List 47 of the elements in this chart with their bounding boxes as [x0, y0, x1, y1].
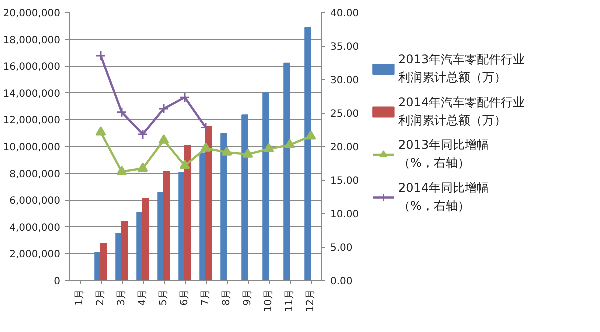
bar [262, 92, 270, 280]
legend-label: 2013年同比增幅（%，右轴） [398, 138, 490, 170]
bar [100, 243, 108, 280]
y-tick-label: 16,000,000 [3, 62, 61, 74]
x-tick-label: 5月 [158, 289, 170, 306]
bar [164, 171, 170, 280]
bar [242, 114, 248, 280]
x-tick-label: 7月 [200, 289, 212, 306]
x-tick-label: 1月 [74, 289, 86, 306]
y2-tick-label: 10.00 [330, 210, 360, 220]
y-tick-label: 2,000,000 [10, 250, 61, 261]
legend-label: 2014年同比增幅（%，右轴） [398, 180, 490, 213]
y-tick-label: 20,000,000 [3, 8, 61, 20]
x-tick-label: 6月 [180, 289, 190, 306]
bar [284, 62, 290, 280]
x-tick-label: 8月 [222, 289, 232, 306]
y2-tick-label: 35.00 [330, 42, 360, 53]
y-tick-label: 6,000,000 [10, 196, 61, 208]
y-tick-label: 10,000,000 [3, 142, 61, 154]
x-tick-label: 10月 [264, 289, 274, 312]
y2-tick-label: 5.00 [330, 243, 353, 254]
legend-label: 2013年汽车零配件行业利润累计总额（万） [398, 52, 526, 85]
x-tick-label: 2月 [96, 289, 106, 306]
y-tick-label: 4,000,000 [10, 222, 61, 234]
y2-tick-label: 40.00 [330, 8, 360, 20]
bar [184, 145, 192, 280]
y2-tick-label: 30.00 [330, 76, 360, 86]
x-tick-label: 4月 [138, 289, 148, 306]
y2-tick-label: 15.00 [330, 176, 360, 187]
x-tick-label: 3月 [116, 289, 128, 306]
bar [206, 126, 212, 280]
y2-tick-label: 25.00 [330, 109, 360, 120]
bar [304, 27, 312, 280]
y2-tick-label: 20.00 [330, 142, 360, 154]
y-tick-label: 18,000,000 [3, 35, 61, 46]
bar [142, 198, 150, 280]
x-tick-label: 12月 [306, 289, 316, 312]
y2-tick-label: 0.00 [330, 276, 353, 288]
bar [122, 221, 128, 280]
bar [220, 133, 228, 280]
legend-label: 2014年汽车零配件行业利润累计总额（万） [398, 95, 526, 128]
y-tick-label: 0 [54, 276, 61, 288]
y-tick-label: 14,000,000 [3, 88, 61, 100]
y-tick-label: 12,000,000 [3, 116, 61, 127]
y-tick-label: 8,000,000 [10, 169, 61, 180]
x-tick-label: 11月 [284, 289, 296, 312]
x-tick-label: 9月 [242, 289, 254, 306]
